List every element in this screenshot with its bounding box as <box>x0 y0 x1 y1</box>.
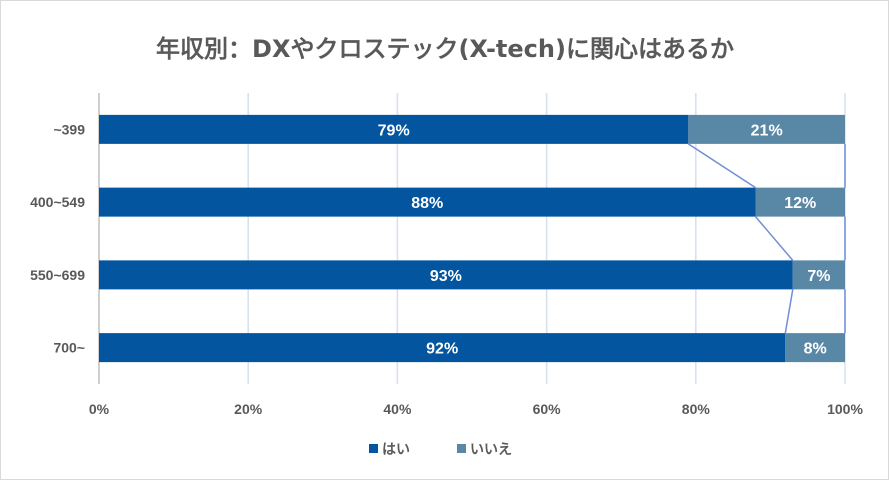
series-line <box>687 143 756 189</box>
bar-yes <box>99 114 689 144</box>
legend-swatch <box>457 444 466 453</box>
data-label: 8% <box>804 341 827 358</box>
bar-no <box>792 260 845 290</box>
series-line <box>784 289 794 334</box>
category-label: 400~549 <box>30 194 85 210</box>
data-label: 12% <box>784 195 816 212</box>
chart-title: 年収別：DXやクロステック(X-tech)に関心はあるか <box>156 35 734 63</box>
legend-label: いいえ <box>470 442 512 458</box>
x-tick-label: 40% <box>383 401 412 417</box>
category-label: 550~699 <box>30 267 85 283</box>
x-tick-label: 0% <box>89 401 110 417</box>
x-tick-label: 80% <box>682 401 711 417</box>
data-label: 93% <box>430 268 462 285</box>
category-label: ~399 <box>53 121 85 137</box>
data-label: 79% <box>378 122 410 139</box>
data-label: 21% <box>751 122 783 139</box>
bar-no <box>785 333 845 363</box>
data-label: 92% <box>426 341 458 358</box>
legend-swatch <box>369 444 378 453</box>
bar-no <box>688 114 845 144</box>
bar-yes <box>99 333 786 363</box>
series-line <box>754 216 794 261</box>
legend-label: はい <box>382 442 410 458</box>
bar-yes <box>99 187 756 217</box>
x-tick-label: 100% <box>827 401 863 417</box>
x-tick-label: 20% <box>234 401 263 417</box>
data-label: 88% <box>411 195 443 212</box>
bar-yes <box>99 260 793 290</box>
category-label: 700~ <box>53 340 85 356</box>
x-tick-label: 60% <box>533 401 562 417</box>
bar-no <box>755 187 845 217</box>
data-label: 7% <box>807 268 830 285</box>
